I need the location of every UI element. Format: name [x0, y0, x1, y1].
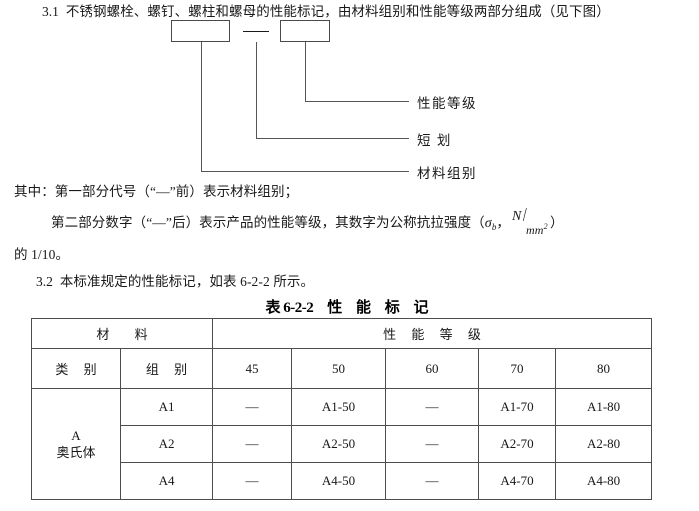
diagram-label-dash: 短 划 — [417, 133, 452, 148]
table-cell-a2-70: A2-70 — [478, 425, 557, 463]
table-header-group: 组 别 — [119, 348, 214, 389]
note-intro-paragraph: 其中：第一部分代号（“—”前）表示材料组别； — [14, 184, 299, 199]
table-row: A2 — A2-50 — A2-70 A2-80 — [32, 425, 653, 463]
table-header-material: 材 料 — [30, 318, 214, 349]
formula-numerator: N — [512, 209, 522, 224]
table-header-grade-60: 60 — [385, 348, 480, 389]
note-tail-paragraph: 的 1/10。 — [14, 247, 70, 262]
table-title-number: 表 6-2-2 — [265, 300, 314, 316]
table-cell-a1-45: — — [212, 388, 293, 426]
formula-denominator-exponent: 2 — [543, 222, 548, 231]
table-header-grade-80: 80 — [555, 348, 653, 389]
section-3-2-number: 3.2 — [36, 274, 53, 289]
table-cell-a2-50: A2-50 — [291, 425, 387, 463]
table-header-grade-45: 45 — [212, 348, 293, 389]
formula-denominator: mm2 — [526, 217, 548, 240]
table-cell-a1-80: A1-80 — [555, 388, 653, 426]
note-second-prefix: 第二部分数字（“—”后）表示产品的性能等级，其数字为公称抗拉强度（ — [51, 215, 485, 230]
diagram-box-material-group — [171, 20, 230, 42]
table-cell-group-a4: A4 — [119, 462, 214, 500]
note-second-suffix: ） — [550, 215, 564, 230]
performance-marking-table: 材 料 性 能 等 级 类 别 组 别 45 50 60 70 80 A 奥氏体 … — [30, 318, 653, 500]
table-cell-category-austenitic: A 奥氏体 — [31, 388, 121, 500]
section-3-1-number: 3.1 — [42, 4, 59, 19]
table-cell-a1-70: A1-70 — [478, 388, 557, 426]
table-cell-group-a2: A2 — [119, 425, 214, 463]
table-row: A 奥氏体 A1 — A1-50 — A1-70 A1-80 — [31, 388, 653, 500]
table-title: 表 6-2-2 性 能 标 记 — [0, 296, 699, 317]
table-header-category: 类 别 — [31, 348, 121, 389]
formula-slash: / — [522, 204, 527, 226]
section-3-1-paragraph: 3.1 不锈钢螺栓、螺钉、螺柱和螺母的性能标记，由材料组别和性能等级两部分组成（… — [42, 2, 610, 21]
table-title-name: 性 能 标 记 — [327, 300, 434, 316]
table-header-row-1: 材 料 性 能 等 级 — [30, 318, 653, 349]
formula-denominator-base: mm — [526, 223, 544, 237]
formula-sigma-symbol: σ — [484, 216, 492, 231]
leader-line-grade-vertical — [305, 42, 306, 101]
diagram-label-performance-grade: 性能等级 — [417, 96, 477, 111]
marking-composition-diagram: 性能等级 短 划 材料组别 — [0, 16, 699, 181]
table-cell-a2-80: A2-80 — [555, 425, 653, 463]
leader-line-material-horizontal — [201, 171, 409, 172]
section-3-1-text: 不锈钢螺栓、螺钉、螺柱和螺母的性能标记，由材料组别和性能等级两部分组成（见下图） — [65, 4, 610, 19]
table-cell-a4-80: A4-80 — [555, 462, 653, 500]
table-header-grade-group: 性 能 等 级 — [212, 318, 653, 349]
diagram-box-performance-grade — [280, 20, 330, 42]
table-cell-a4-60: — — [385, 462, 480, 500]
section-3-2-paragraph: 3.2 本标准规定的性能标记，如表 6-2-2 所示。 — [36, 272, 314, 291]
table-cell-a4-70: A4-70 — [478, 462, 557, 500]
formula-sigma-subscript: b — [491, 222, 497, 232]
leader-line-material-vertical — [201, 42, 202, 171]
formula-sigma-b: σb — [485, 213, 497, 237]
table-cell-a2-60: — — [385, 425, 480, 463]
table-header-grade-50: 50 — [291, 348, 387, 389]
table-cell-a4-45: — — [212, 462, 293, 500]
leader-line-dash-horizontal — [256, 138, 409, 139]
table-header-row-2: 类 别 组 别 45 50 60 70 80 — [31, 348, 653, 389]
note-second-paragraph: 第二部分数字（“—”后）表示产品的性能等级，其数字为公称抗拉强度（σb， N / mm… — [51, 205, 564, 237]
category-line-1: A — [71, 428, 81, 443]
leader-line-dash-vertical — [256, 42, 257, 138]
table-header-grade-70: 70 — [478, 348, 557, 389]
section-3-2-text: 本标准规定的性能标记，如表 6-2-2 所示。 — [59, 274, 315, 289]
table-cell-a1-50: A1-50 — [291, 388, 387, 426]
table-row: A4 — A4-50 — A4-70 A4-80 — [32, 462, 653, 500]
table-cell-a2-45: — — [212, 425, 293, 463]
table-cell-a4-50: A4-50 — [291, 462, 387, 500]
formula-unit-fraction: N / mm2 — [510, 205, 550, 237]
table-cell-group-a1: A1 — [119, 388, 214, 426]
table-cell-a1-60: — — [385, 388, 480, 426]
category-line-2: 奥氏体 — [56, 445, 96, 460]
formula-separator: ， — [496, 215, 511, 230]
diagram-dash-separator — [243, 31, 269, 32]
diagram-label-material-group: 材料组别 — [417, 166, 477, 181]
leader-line-grade-horizontal — [305, 101, 409, 102]
